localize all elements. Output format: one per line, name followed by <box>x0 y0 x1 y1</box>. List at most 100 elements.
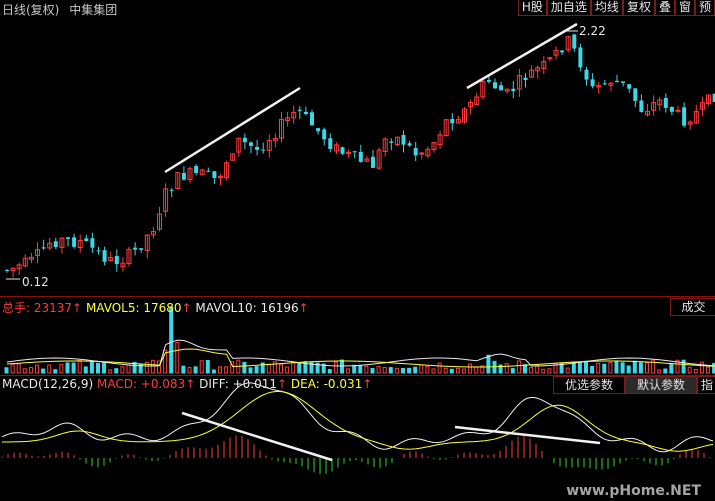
add-watchlist-button[interactable]: 加自选 <box>546 0 591 16</box>
volume-bar <box>65 362 70 374</box>
candle-body <box>163 188 169 212</box>
candle-body <box>376 149 382 169</box>
volume-bar <box>144 361 149 374</box>
default-params-button[interactable]: 默认参数 <box>625 376 697 394</box>
macd-legend: MACD(12,26,9) MACD: +0.083↑ DIFF: +0.011… <box>2 377 373 391</box>
volume-bar <box>242 361 247 374</box>
candle-body <box>639 100 644 112</box>
candle-body <box>5 269 9 271</box>
candle-body <box>187 168 193 181</box>
candle-body <box>499 85 504 91</box>
overlay-button[interactable]: 叠 <box>654 0 675 16</box>
moving-average-button[interactable]: 均线 <box>590 0 623 16</box>
optimize-params-button[interactable]: 优选参数 <box>553 376 625 394</box>
candle-body <box>431 142 437 151</box>
volume-bar <box>187 367 192 374</box>
hshare-button[interactable]: H股 <box>517 0 547 16</box>
volume-bar <box>260 362 265 374</box>
candle-body <box>511 88 516 92</box>
volume-bar <box>431 368 436 374</box>
volume-bar <box>669 363 674 374</box>
volume-bar <box>175 342 180 374</box>
chart-toolbar: H股 加自选 均线 复权 叠 窗 预 <box>517 0 715 17</box>
volume-bar <box>584 360 588 374</box>
stock-name: 中集集团 <box>69 3 118 17</box>
candle-body <box>462 108 467 123</box>
candle-body <box>443 119 449 137</box>
adjust-price-button[interactable]: 复权 <box>622 0 655 16</box>
total-volume-label: 总手: 23137 <box>2 301 73 315</box>
candle-body <box>553 49 559 56</box>
candle-body <box>120 262 126 268</box>
forecast-button[interactable]: 预 <box>694 0 715 16</box>
candle-body <box>693 110 699 124</box>
volume-bar <box>169 306 174 374</box>
candle-body <box>102 250 107 262</box>
candle-body <box>169 189 174 191</box>
volume-bar <box>248 367 253 374</box>
volume-bar <box>193 366 198 374</box>
volume-bar <box>706 366 710 374</box>
candle-body <box>516 75 522 90</box>
volume-bar <box>571 361 576 374</box>
volume-bar <box>96 362 100 374</box>
candle-body <box>621 81 626 83</box>
candle-body <box>157 213 162 230</box>
diff-line <box>1 382 714 453</box>
candle-body <box>279 119 284 139</box>
candle-body <box>633 88 638 101</box>
candle-body <box>90 238 95 248</box>
candle-body <box>328 138 333 150</box>
candle-body <box>218 175 223 179</box>
candle-body <box>480 80 486 98</box>
candle-body <box>291 112 297 119</box>
volume-bar <box>620 362 625 374</box>
volume-bar <box>218 366 222 374</box>
volume-bar <box>425 366 430 374</box>
candle-body <box>346 151 352 155</box>
volume-bar <box>199 360 204 374</box>
candle-body <box>389 141 394 143</box>
candle-body <box>230 153 236 161</box>
candle-body <box>28 256 34 260</box>
volume-bar <box>657 369 662 374</box>
candle-body <box>53 241 58 248</box>
volume-type-button[interactable]: 成交 <box>670 298 715 316</box>
volume-bar <box>541 368 546 374</box>
candle-body <box>425 148 431 157</box>
candle-body <box>96 250 101 252</box>
candle-body <box>108 256 114 261</box>
volume-bar <box>516 360 521 374</box>
candle-body <box>401 135 406 145</box>
volume-bar <box>382 366 387 374</box>
volume-bar <box>547 368 552 374</box>
candle-body <box>322 129 327 140</box>
volume-bar <box>364 365 369 374</box>
dea-line <box>2 390 714 452</box>
volume-bar <box>455 367 460 374</box>
volume-bar <box>449 368 454 374</box>
candle-body <box>565 36 571 51</box>
candle-body <box>419 152 425 155</box>
volume-bar <box>504 363 509 374</box>
candle-body <box>236 137 242 153</box>
volume-bar <box>120 366 125 374</box>
volume-bar <box>712 362 715 374</box>
indicator-button[interactable]: 指 <box>697 376 715 394</box>
candle-body <box>413 148 418 156</box>
volume-bar <box>272 361 277 374</box>
volume-bar <box>211 369 216 374</box>
volume-bar <box>376 365 381 374</box>
candle-body <box>455 118 461 124</box>
candle-body <box>627 84 632 89</box>
volume-bar <box>157 360 161 374</box>
volume-bar <box>437 362 442 374</box>
volume-bar <box>577 362 582 374</box>
candle-body <box>572 34 577 49</box>
volume-bar <box>699 361 704 374</box>
window-button[interactable]: 窗 <box>674 0 695 16</box>
volume-legend: 总手: 23137↑ MAVOL5: 17680↑ MAVOL10: 16196… <box>2 301 309 315</box>
period-label: 日线(复权) <box>2 3 60 17</box>
mavol10-line <box>6 348 715 368</box>
